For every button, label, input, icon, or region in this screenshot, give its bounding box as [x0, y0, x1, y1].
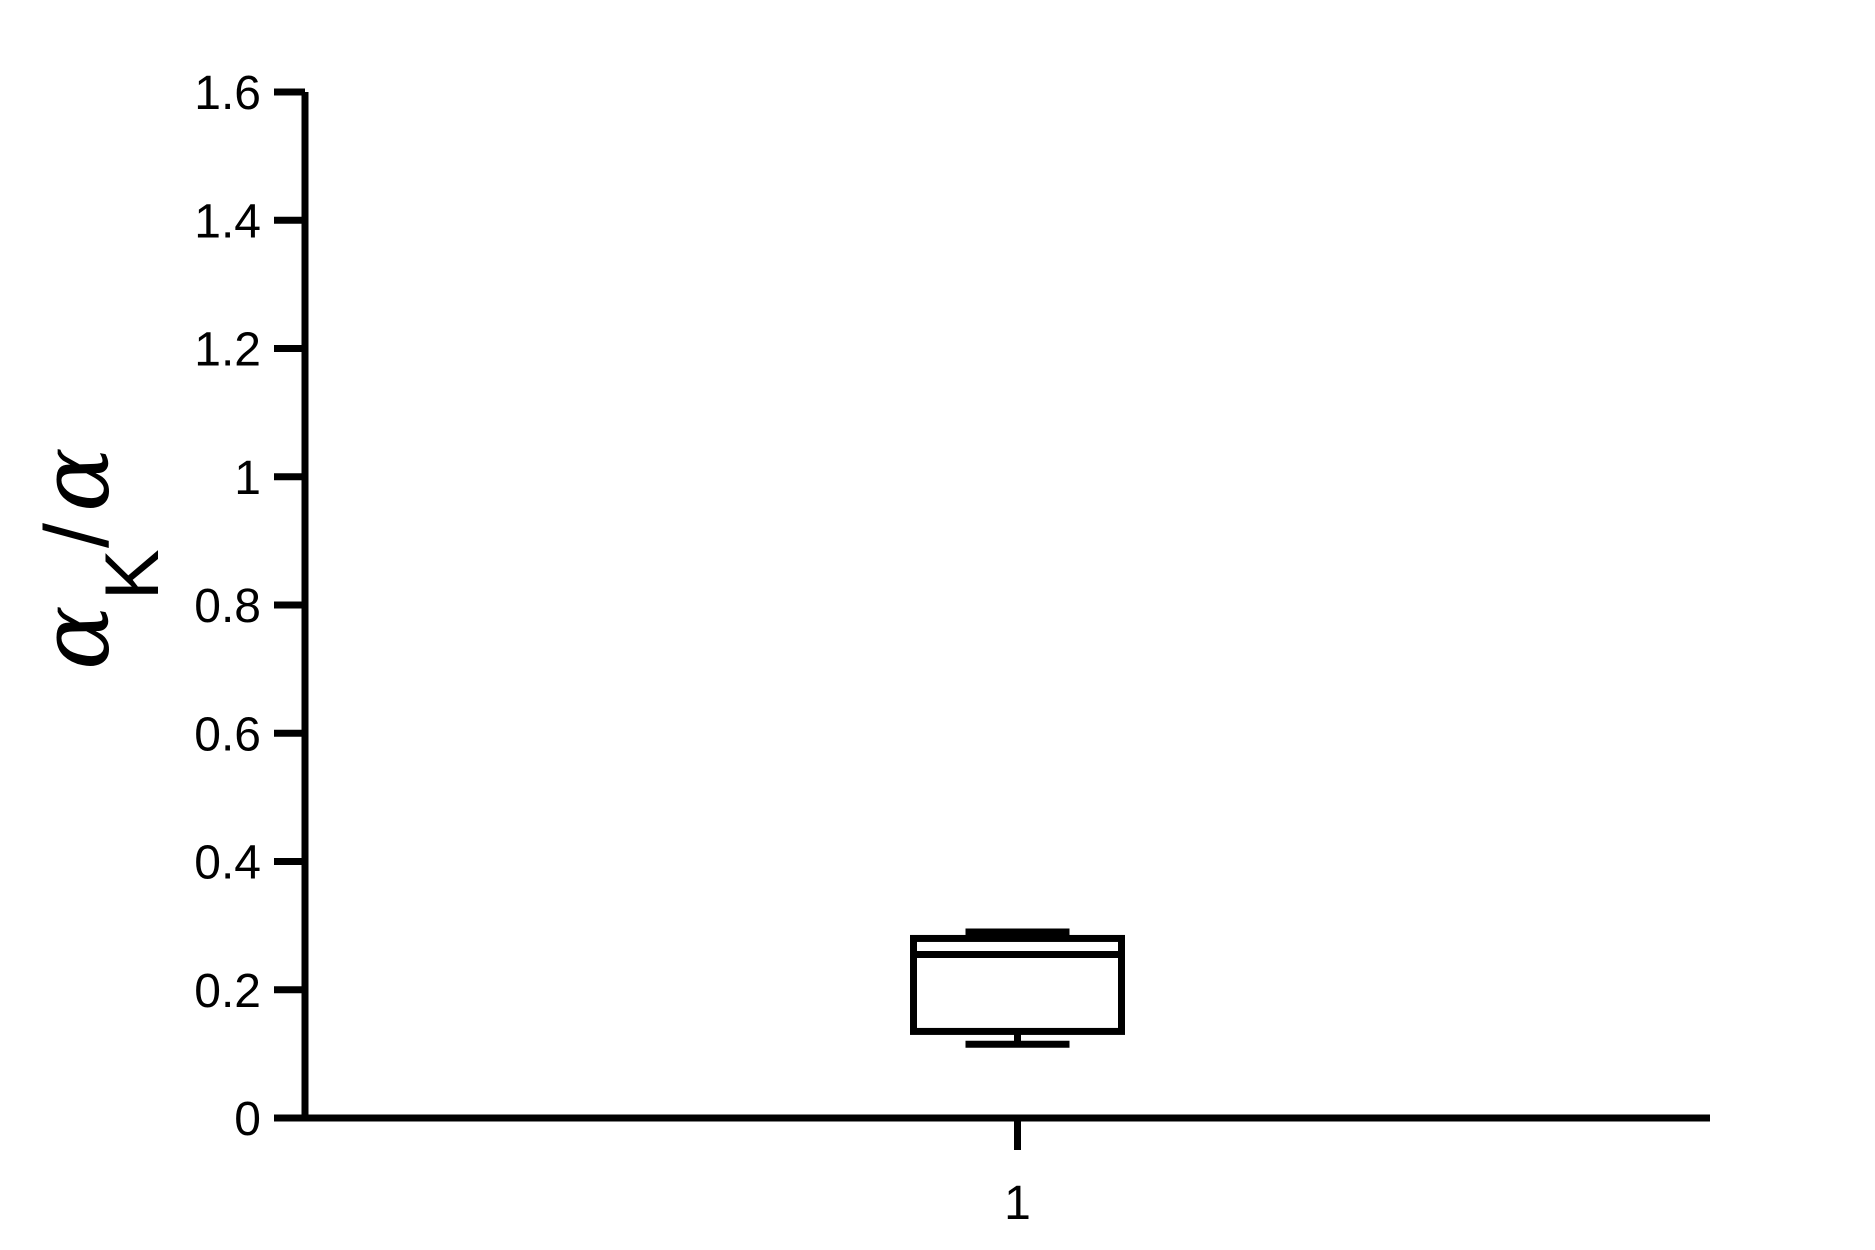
- y-axis-label-symbol: α: [19, 605, 131, 670]
- y-tick-label: 0.8: [194, 580, 261, 633]
- y-tick-label: 0.4: [194, 837, 261, 890]
- y-axis-label: α K / α: [19, 447, 175, 670]
- y-tick-label: 1: [234, 452, 261, 505]
- y-axis: 0 0.2 0.4 0.6 0.8 1 1.2 1.4 1.6: [194, 67, 309, 1146]
- y-axis-label-denominator: α: [19, 447, 131, 512]
- y-tick-label: 0.2: [194, 965, 261, 1018]
- y-axis-label-subscript: K: [90, 549, 175, 600]
- y-tick-label: 1.2: [194, 324, 261, 377]
- boxes: [910, 928, 1125, 1048]
- x-axis: 1: [274, 1114, 1710, 1230]
- y-axis-label-separator: /: [28, 523, 128, 548]
- y-tick-label: 0.6: [194, 708, 261, 761]
- y-tick-label: 1.4: [194, 195, 261, 248]
- x-tick-label: 1: [1004, 1177, 1031, 1230]
- y-tick-label: 1.6: [194, 67, 261, 120]
- y-tick-label: 0: [234, 1093, 261, 1146]
